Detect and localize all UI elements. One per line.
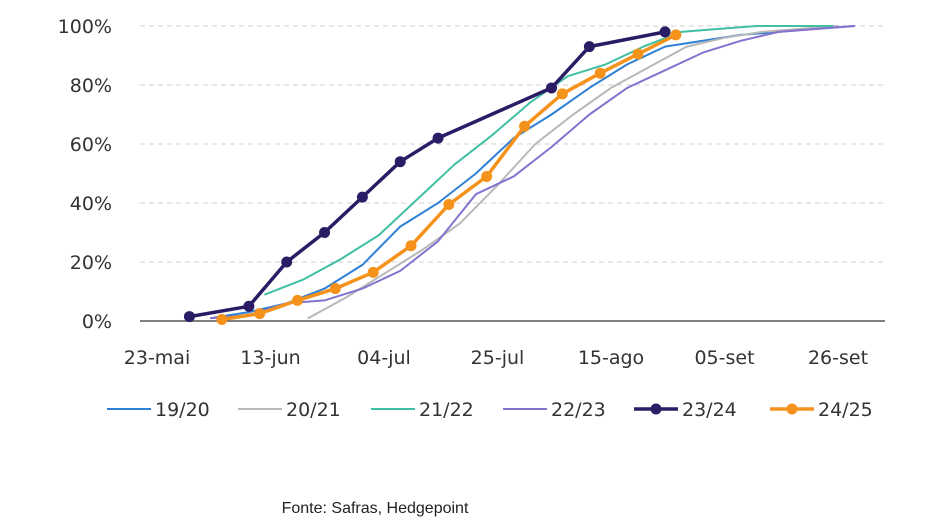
data-point-23-24 (394, 156, 406, 168)
series-19-20 (210, 25, 856, 320)
legend-label: 23/24 (682, 399, 737, 421)
data-point-24-25 (481, 170, 493, 182)
data-point-24-25 (367, 266, 379, 278)
legend-label: 21/22 (419, 399, 474, 421)
series-20-21 (307, 25, 839, 320)
data-point-23-24 (319, 227, 331, 238)
chart: 0% 20% 40% 60% 80% 100% 23-mai 13-jun 04-jul 25-… (58, 16, 885, 421)
x-tick-label: 04-jul (357, 347, 411, 369)
data-point-24-25 (292, 294, 304, 306)
series-21-22 (264, 25, 834, 296)
series-24-25 (216, 29, 682, 326)
legend: 19/20 20/21 21/22 22/23 23/24 24/25 (107, 399, 873, 421)
legend-marker (786, 403, 798, 415)
data-point-23-24 (183, 311, 195, 323)
series-22-23 (210, 25, 856, 320)
legend-marker (650, 403, 662, 415)
series-line-21-22 (264, 25, 834, 296)
legend-item-21-22: 21/22 (371, 399, 474, 421)
source-note: Fonte: Safras, Hedgepoint (281, 500, 469, 517)
data-point-24-25 (329, 283, 341, 295)
legend-label: 20/21 (286, 399, 341, 421)
data-point-24-25 (254, 308, 266, 320)
series-lines (183, 25, 856, 326)
series-23-24 (183, 26, 671, 323)
series-line-22-23 (210, 25, 856, 320)
data-point-24-25 (556, 88, 568, 100)
data-point-24-25 (405, 240, 417, 252)
series-line-20-21 (307, 25, 839, 320)
data-point-24-25 (216, 314, 228, 326)
data-point-23-24 (583, 41, 595, 53)
x-axis: 23-mai 13-jun 04-jul 25-jul 15-ago 05-set 26-s… (124, 320, 885, 369)
x-tick-label: 26-set (808, 347, 868, 369)
x-tick-label: 05-set (694, 347, 754, 369)
y-tick-label: 100% (58, 16, 112, 38)
x-tick-label: 25-jul (471, 347, 525, 369)
y-tick-label: 80% (70, 75, 112, 97)
data-point-23-24 (659, 26, 671, 38)
y-tick-label: 20% (70, 252, 112, 274)
legend-label: 22/23 (551, 399, 606, 421)
legend-item-24-25: 24/25 (770, 399, 873, 421)
y-tick-label: 60% (70, 134, 112, 156)
data-point-23-24 (356, 191, 368, 203)
legend-label: 19/20 (155, 399, 210, 421)
series-line-19-20 (210, 25, 856, 320)
data-point-24-25 (632, 48, 644, 60)
y-tick-label: 40% (70, 193, 112, 215)
legend-item-20-21: 20/21 (238, 399, 341, 421)
x-tick-label: 15-ago (578, 347, 644, 369)
data-point-23-24 (281, 256, 293, 268)
data-point-23-24 (432, 132, 444, 144)
x-tick-label: 23-mai (124, 347, 190, 369)
data-point-23-24 (546, 82, 558, 94)
data-point-24-25 (594, 67, 606, 79)
legend-item-22-23: 22/23 (503, 399, 606, 421)
data-point-24-25 (519, 120, 531, 132)
x-tick-label: 13-jun (240, 347, 300, 369)
series-line-23-24 (187, 30, 667, 319)
legend-label: 24/25 (818, 399, 873, 421)
legend-item-19-20: 19/20 (107, 399, 210, 421)
y-axis: 0% 20% 40% 60% 80% 100% (58, 16, 112, 333)
legend-item-23-24: 23/24 (634, 399, 737, 421)
data-point-24-25 (443, 198, 455, 210)
y-tick-label: 0% (82, 311, 112, 333)
data-point-24-25 (670, 29, 682, 41)
data-point-23-24 (243, 300, 255, 312)
